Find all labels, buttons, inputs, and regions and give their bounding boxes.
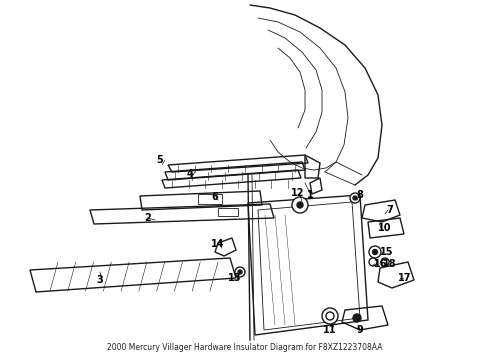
- Circle shape: [238, 270, 242, 274]
- Circle shape: [372, 249, 377, 255]
- Text: 15: 15: [380, 247, 394, 257]
- Circle shape: [322, 308, 338, 324]
- Circle shape: [297, 202, 303, 208]
- Text: 16: 16: [374, 259, 388, 269]
- Text: 9: 9: [357, 325, 364, 335]
- Text: 1: 1: [307, 190, 314, 200]
- Text: 7: 7: [387, 205, 393, 215]
- Text: 11: 11: [323, 325, 337, 335]
- Text: 2: 2: [145, 213, 151, 223]
- Text: 13: 13: [228, 273, 242, 283]
- Text: 6: 6: [212, 192, 219, 202]
- Circle shape: [292, 197, 308, 213]
- Text: 3: 3: [97, 275, 103, 285]
- Circle shape: [326, 312, 334, 320]
- Circle shape: [353, 196, 357, 200]
- Text: 14: 14: [211, 239, 225, 249]
- Text: 4: 4: [187, 169, 194, 179]
- Text: 8: 8: [357, 190, 364, 200]
- Text: 12: 12: [291, 188, 305, 198]
- Circle shape: [381, 258, 389, 266]
- Text: 17: 17: [398, 273, 412, 283]
- Text: 5: 5: [157, 155, 163, 165]
- Circle shape: [353, 314, 361, 322]
- Circle shape: [350, 193, 360, 203]
- Circle shape: [235, 267, 245, 277]
- Text: 10: 10: [378, 223, 392, 233]
- Text: 2000 Mercury Villager Hardware Insulator Diagram for F8XZ1223708AA: 2000 Mercury Villager Hardware Insulator…: [107, 343, 383, 352]
- Circle shape: [369, 246, 381, 258]
- Circle shape: [369, 258, 377, 266]
- Text: 18: 18: [383, 259, 397, 269]
